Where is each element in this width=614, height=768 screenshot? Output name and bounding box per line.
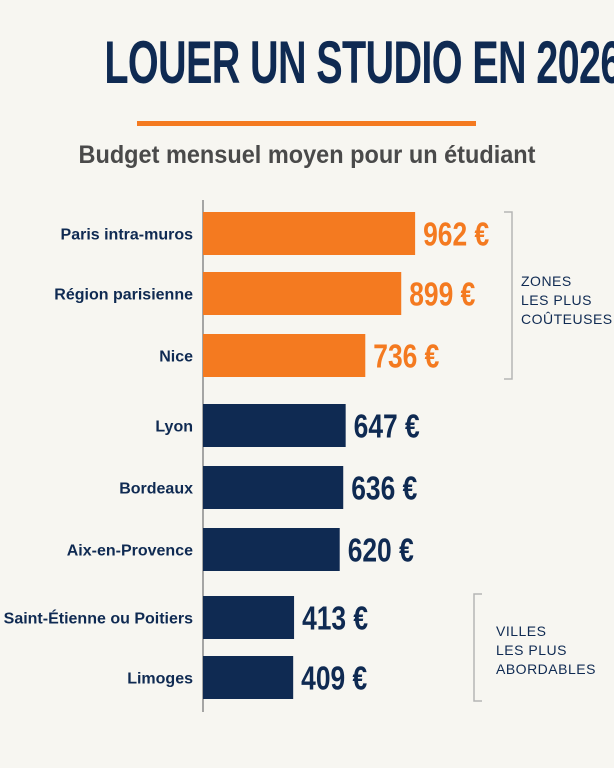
category-label: Bordeaux [119,481,193,498]
bar [203,528,340,571]
page-subtitle: Budget mensuel moyen pour un étudiant [78,141,536,169]
group-label: VILLES [496,623,546,639]
bar [203,212,416,255]
group-label: COÛTEUSES [521,311,613,327]
category-label: Région parisienne [54,287,193,304]
bar [203,596,295,639]
title-underline [137,121,476,126]
bar [203,272,402,315]
value-label: 899 € [409,277,475,313]
value-label: 636 € [351,471,417,507]
category-label: Saint-Étienne ou Poitiers [4,609,193,628]
category-label: Aix-en-Provence [67,543,193,560]
bar [203,656,294,699]
bar [203,466,344,509]
group-label: ABORDABLES [496,661,596,677]
value-label: 413 € [302,601,368,637]
category-label: Lyon [155,419,193,436]
group-label: LES PLUS [521,292,592,308]
group-label: LES PLUS [496,642,567,658]
value-label: 620 € [348,533,414,569]
group-label: ZONES [521,273,572,289]
category-label: Paris intra-muros [61,227,194,244]
value-label: 962 € [423,217,489,253]
group-bracket [504,211,513,380]
category-label: Nice [159,349,193,366]
bar [203,334,366,377]
category-label: Limoges [127,671,193,688]
bar [203,404,346,447]
value-label: 736 € [373,339,439,375]
value-label: 647 € [354,409,420,445]
group-bracket [473,593,482,702]
value-label: 409 € [301,661,367,697]
